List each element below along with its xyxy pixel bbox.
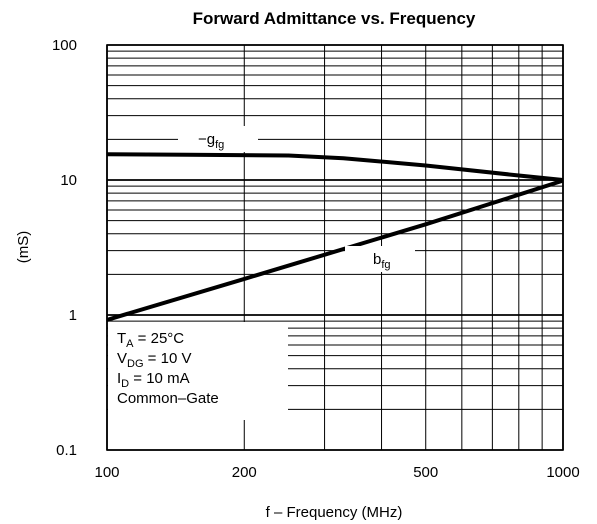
x-tick-label: 1000: [546, 464, 579, 481]
x-tick-label: 100: [94, 464, 119, 481]
series-label-0: −gfg: [198, 131, 224, 151]
conditions-box: [108, 322, 288, 420]
x-tick-label: 500: [413, 464, 438, 481]
series-label-bg: [178, 126, 258, 152]
y-tick-label: 1: [69, 307, 77, 324]
series-label-1: bfg: [373, 251, 391, 271]
series-label-bg: [345, 246, 415, 272]
y-tick-label: 10: [60, 172, 77, 189]
condition-text: TA = 25°C: [117, 330, 184, 350]
y-axis-label: (mS): [15, 231, 32, 264]
plot-frame: [106, 44, 564, 451]
chart-title: Forward Admittance vs. Frequency: [193, 9, 476, 28]
series-line-1: [106, 178, 564, 322]
condition-text: VDG = 10 V: [117, 350, 191, 370]
series-layer: [106, 152, 564, 322]
y-tick-label: 100: [52, 37, 77, 54]
x-axis-label: f – Frequency (MHz): [266, 504, 403, 521]
x-tick-label: 200: [232, 464, 257, 481]
y-tick-label: 0.1: [56, 442, 77, 459]
condition-text: Common–Gate: [117, 390, 219, 407]
series-line-0: [106, 152, 564, 182]
condition-text: ID = 10 mA: [117, 370, 190, 390]
